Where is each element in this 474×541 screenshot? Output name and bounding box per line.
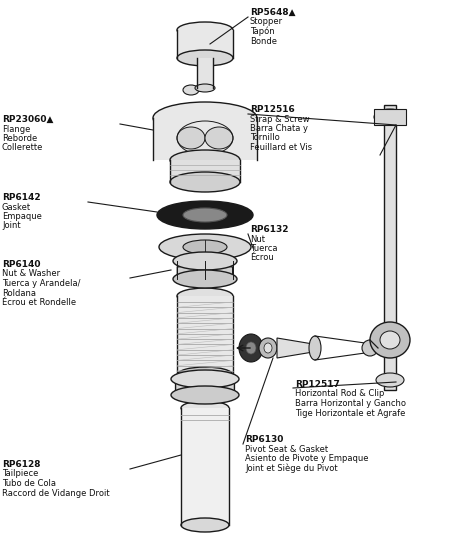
Text: RP12516: RP12516 — [250, 105, 295, 114]
Text: RP5648▲: RP5648▲ — [250, 8, 295, 17]
Text: Nut & Washer: Nut & Washer — [2, 269, 60, 279]
Ellipse shape — [177, 288, 233, 304]
Ellipse shape — [173, 252, 237, 270]
Text: RP6132: RP6132 — [250, 225, 289, 234]
Bar — [177, 296, 233, 375]
Ellipse shape — [239, 334, 263, 362]
Text: Joint: Joint — [2, 221, 21, 230]
Ellipse shape — [205, 127, 233, 149]
Bar — [384, 105, 396, 390]
Text: Tubo de Cola: Tubo de Cola — [2, 479, 56, 488]
Ellipse shape — [181, 401, 229, 415]
Bar — [374, 109, 406, 125]
Text: Raccord de Vidange Droit: Raccord de Vidange Droit — [2, 489, 109, 498]
Bar — [374, 109, 406, 125]
Text: Collerette: Collerette — [2, 143, 44, 153]
Text: Écrou et Rondelle: Écrou et Rondelle — [2, 298, 76, 307]
Ellipse shape — [157, 201, 253, 229]
Text: RP23060▲: RP23060▲ — [2, 115, 54, 124]
Text: RP6130: RP6130 — [245, 435, 283, 444]
Ellipse shape — [195, 84, 215, 92]
Bar — [181, 408, 229, 525]
Text: Feuillard et Vis: Feuillard et Vis — [250, 143, 312, 152]
Ellipse shape — [181, 518, 229, 532]
Text: Asiento de Pivote y Empaque: Asiento de Pivote y Empaque — [245, 454, 368, 463]
Ellipse shape — [159, 234, 251, 260]
Ellipse shape — [264, 343, 272, 353]
Text: Gasket: Gasket — [2, 202, 31, 212]
Ellipse shape — [183, 85, 199, 95]
Text: Écrou: Écrou — [250, 254, 274, 262]
Ellipse shape — [370, 322, 410, 358]
Ellipse shape — [183, 240, 227, 254]
Ellipse shape — [376, 373, 404, 387]
Polygon shape — [277, 338, 313, 358]
Text: Empaque: Empaque — [2, 212, 42, 221]
Ellipse shape — [246, 342, 256, 354]
Ellipse shape — [380, 331, 400, 349]
Text: Nut: Nut — [250, 234, 265, 243]
Ellipse shape — [173, 270, 237, 288]
Bar — [170, 160, 240, 182]
Text: Roldana: Roldana — [2, 288, 36, 298]
Text: Tige Horizontale et Agrafe: Tige Horizontale et Agrafe — [295, 408, 405, 418]
Text: Strap & Screw: Strap & Screw — [250, 115, 310, 123]
Text: Barra Chata y: Barra Chata y — [250, 124, 308, 133]
Bar — [153, 118, 257, 160]
Ellipse shape — [177, 50, 233, 66]
Text: Horizontal Rod & Clip: Horizontal Rod & Clip — [295, 390, 384, 399]
Ellipse shape — [177, 367, 233, 383]
Bar — [197, 58, 213, 88]
Text: Tuerca: Tuerca — [250, 244, 277, 253]
Ellipse shape — [177, 127, 205, 149]
Text: Barra Horizontal y Gancho: Barra Horizontal y Gancho — [295, 399, 406, 408]
Text: RP6142: RP6142 — [2, 193, 41, 202]
Text: Tapón: Tapón — [250, 27, 274, 36]
Text: Reborde: Reborde — [2, 134, 37, 143]
Text: Tuerca y Arandela/: Tuerca y Arandela/ — [2, 279, 81, 288]
Ellipse shape — [309, 336, 321, 360]
Ellipse shape — [177, 22, 233, 38]
Ellipse shape — [374, 109, 406, 125]
Text: Joint et Siège du Pivot: Joint et Siège du Pivot — [245, 464, 337, 473]
Polygon shape — [177, 262, 233, 282]
Text: Bonde: Bonde — [250, 36, 277, 45]
Text: Stopper: Stopper — [250, 17, 283, 27]
Text: RP6140: RP6140 — [2, 260, 40, 269]
Text: Tornillo: Tornillo — [250, 134, 280, 142]
Ellipse shape — [259, 338, 277, 358]
Ellipse shape — [171, 386, 239, 404]
Bar — [177, 30, 233, 58]
Ellipse shape — [153, 102, 257, 134]
Text: RP6128: RP6128 — [2, 460, 40, 469]
Text: RP12517: RP12517 — [295, 380, 340, 389]
Ellipse shape — [362, 340, 378, 356]
Ellipse shape — [170, 150, 240, 170]
Ellipse shape — [183, 208, 227, 222]
Ellipse shape — [170, 172, 240, 192]
Text: Tailpiece: Tailpiece — [2, 470, 38, 478]
Text: Pivot Seat & Gasket: Pivot Seat & Gasket — [245, 445, 328, 453]
Polygon shape — [175, 377, 235, 397]
Ellipse shape — [171, 370, 239, 388]
Text: Flange: Flange — [2, 124, 30, 134]
